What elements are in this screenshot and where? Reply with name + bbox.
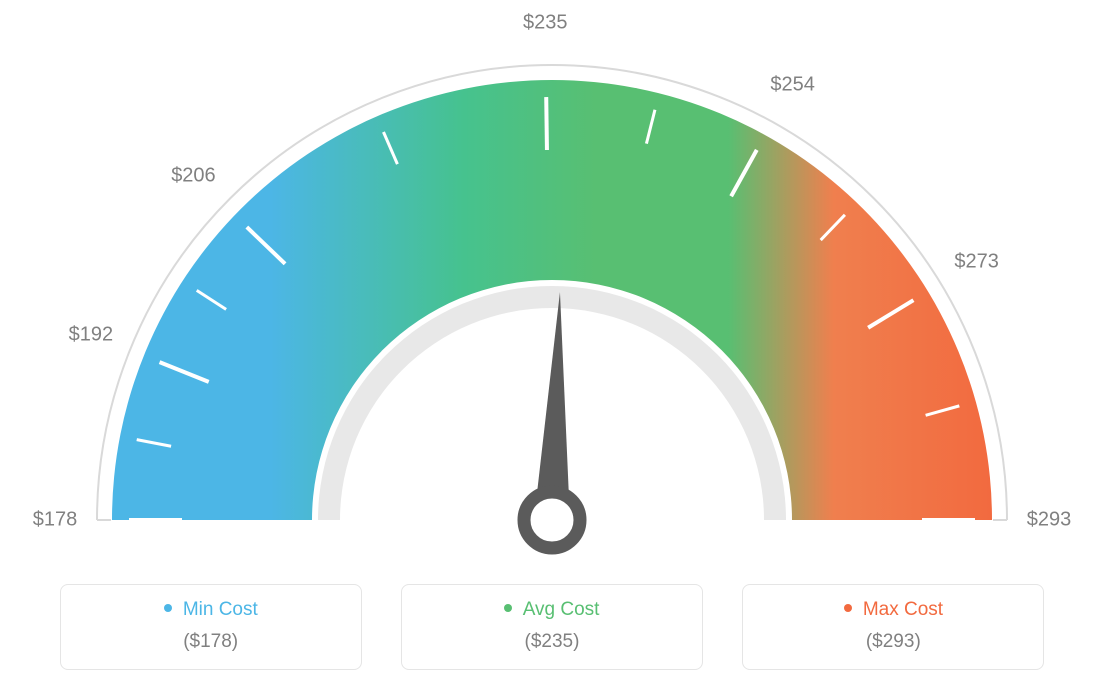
legend-avg-value: ($235) [402,631,702,653]
legend-min-dot-icon [164,604,172,612]
gauge-tick-label: $178 [33,509,78,532]
legend-min: Min Cost ($178) [60,584,362,670]
legend-max-label: Max Cost [863,599,943,620]
gauge-tick-label: $206 [171,164,216,187]
legend-max-title: Max Cost [743,599,1043,621]
legend-max-value: ($293) [743,631,1043,653]
legend-avg-dot-icon [504,604,512,612]
gauge-tick-label: $235 [523,12,568,35]
legend-min-value: ($178) [61,631,361,653]
legend-min-label: Min Cost [183,599,258,620]
gauge-tick-label: $273 [954,250,999,273]
legend-max: Max Cost ($293) [742,584,1044,670]
legend-row: Min Cost ($178) Avg Cost ($235) Max Cost… [0,584,1104,670]
legend-avg-title: Avg Cost [402,599,702,621]
gauge-tick-label: $293 [1027,509,1072,532]
gauge-chart: $178 $192 $206 $235 $254 $273 $293 [0,0,1104,560]
gauge-tick-label: $192 [69,323,114,346]
cost-gauge-widget: $178 $192 $206 $235 $254 $273 $293 Min Cost ($… [0,0,1104,690]
legend-max-dot-icon [844,604,852,612]
legend-avg: Avg Cost ($235) [401,584,703,670]
gauge-tick-label: $254 [770,74,815,97]
legend-min-title: Min Cost [61,599,361,621]
legend-avg-label: Avg Cost [523,599,600,620]
